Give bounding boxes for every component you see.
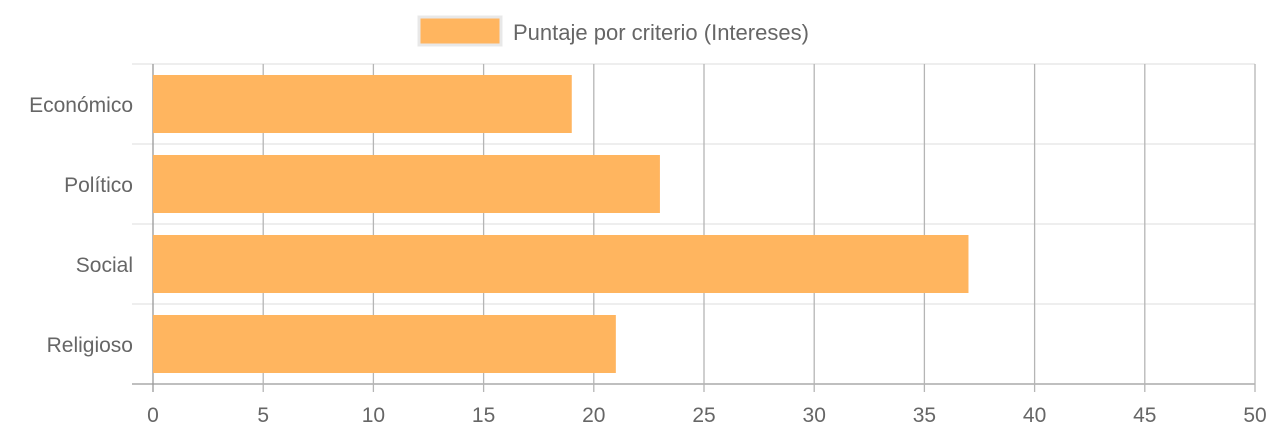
x-tick-label: 5 [257,404,269,427]
category-label: Político [64,174,133,197]
x-tick-label: 25 [692,404,715,427]
x-tick-label: 15 [472,404,495,427]
x-tick-label: 35 [913,404,936,427]
bar[interactable] [153,155,660,213]
category-label: Religioso [47,334,133,357]
category-label: Social [76,254,133,277]
category-labels: Económico Político Social Religioso [29,94,133,357]
bar[interactable] [153,75,572,133]
x-tick-label: 10 [362,404,385,427]
x-tick-label: 40 [1023,404,1046,427]
bars [153,75,969,373]
x-tick-label: 50 [1243,404,1266,427]
category-label: Económico [29,94,133,117]
legend-label: Puntaje por criterio (Intereses) [513,20,809,45]
x-tick-label: 0 [147,404,159,427]
x-tick-labels: 0 5 10 15 20 25 30 35 40 45 50 [147,404,1267,427]
x-tick-label: 45 [1133,404,1156,427]
x-tick-label: 20 [582,404,605,427]
bar[interactable] [153,315,616,373]
bar[interactable] [153,235,969,293]
legend-swatch[interactable] [417,15,503,47]
x-tick-label: 30 [803,404,826,427]
legend[interactable]: Puntaje por criterio (Intereses) [417,15,809,47]
